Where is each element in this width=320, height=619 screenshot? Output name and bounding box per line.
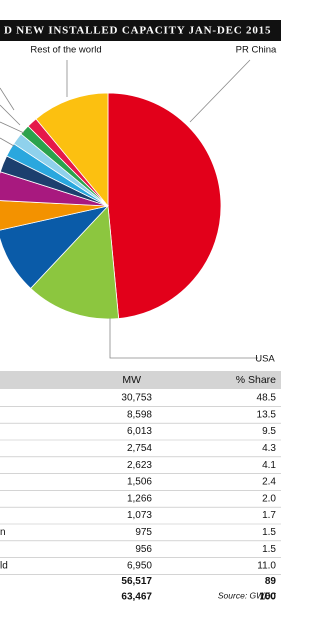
cell-mw: 6,950 bbox=[127, 561, 152, 572]
row-label: n bbox=[0, 527, 6, 538]
pie-slice bbox=[0, 205, 110, 289]
leader-line bbox=[0, 121, 25, 134]
cell-mw: 30,753 bbox=[121, 393, 152, 404]
cell-share: 13.5 bbox=[257, 409, 277, 420]
cell-share: 48.5 bbox=[257, 393, 277, 404]
pie-slice bbox=[30, 205, 120, 320]
chart-title: D NEW INSTALLED CAPACITY JAN-DEC 2015 bbox=[4, 25, 271, 37]
leader-line bbox=[0, 87, 15, 111]
cell-mw: 1,266 bbox=[127, 493, 152, 504]
leader-line bbox=[189, 59, 251, 123]
cell-share: 2.0 bbox=[262, 493, 276, 504]
cell-share: 1.7 bbox=[262, 510, 276, 521]
table: 30,753 48.5 8,598 13.5 6,013 9.5 2,754 4.3 2,623… bbox=[0, 393, 281, 603]
cell-share: 100 bbox=[259, 592, 276, 603]
pie-label: PR China bbox=[236, 45, 277, 56]
cell-share: 1.5 bbox=[262, 544, 276, 555]
cell-mw: 1,506 bbox=[127, 477, 152, 488]
table-header-bg bbox=[0, 371, 281, 389]
cell-share: 1.5 bbox=[262, 527, 276, 538]
cell-mw: 975 bbox=[135, 527, 152, 538]
cell-share: 2.4 bbox=[262, 477, 276, 488]
row-label: ld bbox=[0, 561, 8, 572]
leader-line bbox=[109, 318, 258, 359]
cell-mw: 6,013 bbox=[127, 426, 152, 437]
pie-slice bbox=[0, 200, 109, 231]
table-header: MW bbox=[122, 374, 141, 386]
cell-share: 4.3 bbox=[262, 443, 276, 454]
cell-share: 9.5 bbox=[262, 426, 276, 437]
leader-line bbox=[0, 104, 21, 126]
pie-slice bbox=[107, 92, 222, 319]
cell-mw: 8,598 bbox=[127, 409, 152, 420]
cell-mw: 63,467 bbox=[121, 592, 152, 603]
page: D NEW INSTALLED CAPACITY JAN-DEC 2015 Re… bbox=[0, 20, 281, 603]
cell-mw: 956 bbox=[135, 544, 152, 555]
cell-share: 4.1 bbox=[262, 460, 276, 471]
cell-share: 11.0 bbox=[257, 561, 276, 572]
cell-mw: 56,517 bbox=[121, 576, 152, 587]
pie bbox=[0, 92, 222, 320]
title-bar bbox=[0, 20, 281, 41]
pie-slice bbox=[35, 92, 109, 208]
cell-mw: 2,754 bbox=[127, 443, 152, 454]
cell-mw: 1,073 bbox=[127, 510, 152, 521]
leader-line bbox=[0, 137, 15, 147]
cell-mw: 2,623 bbox=[127, 460, 152, 471]
table-header: % Share bbox=[236, 374, 276, 386]
source: Source: GWEC bbox=[218, 590, 277, 600]
cell-share: 89 bbox=[265, 576, 277, 587]
pie-label: Rest of the world bbox=[30, 45, 101, 56]
pie-label: USA bbox=[255, 354, 275, 365]
